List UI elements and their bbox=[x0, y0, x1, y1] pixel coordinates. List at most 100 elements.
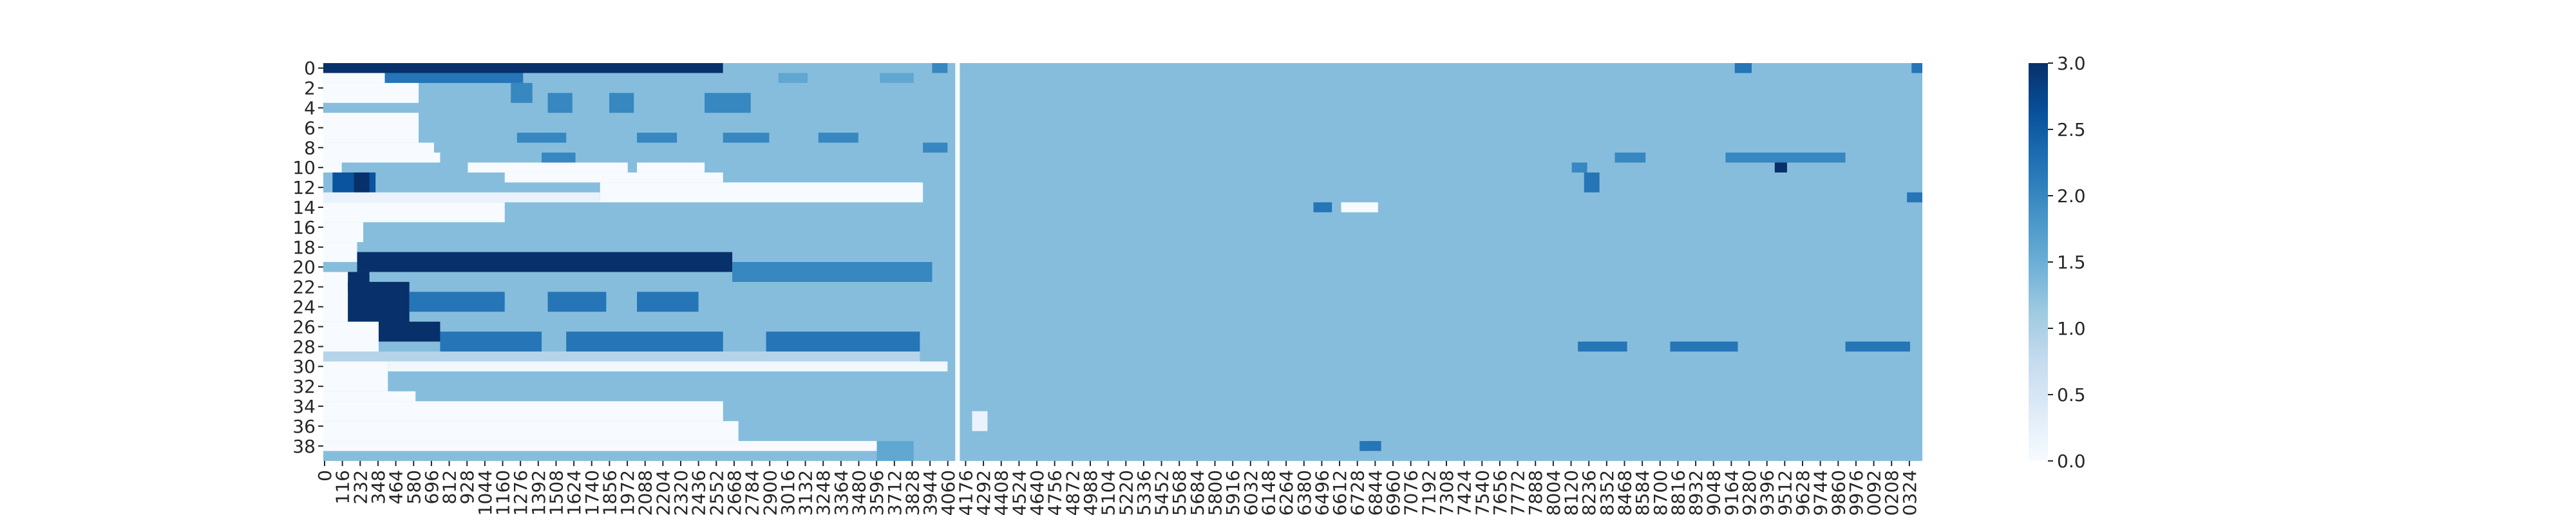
x-tick-label-67: 7772 bbox=[1508, 470, 1529, 515]
heatmap-cell-25 bbox=[1725, 153, 1846, 163]
y-tick-label-8: 8 bbox=[304, 137, 316, 158]
x-tick-label-40: 4640 bbox=[1027, 470, 1048, 515]
heatmap-cell-8 bbox=[778, 73, 808, 83]
heatmap-cell-36 bbox=[323, 192, 600, 203]
x-tick-label-7: 812 bbox=[439, 470, 460, 504]
x-tick-label-21: 2436 bbox=[688, 470, 710, 515]
heatmap-cell-65 bbox=[323, 421, 739, 442]
heatmap-cell-35 bbox=[600, 182, 923, 203]
heatmap-cell-0 bbox=[323, 63, 723, 73]
x-tick-label-27: 3132 bbox=[795, 470, 817, 515]
heatmap-cell-62 bbox=[323, 371, 388, 391]
heatmap-cell-41 bbox=[323, 222, 364, 243]
heatmap-cell-22 bbox=[323, 153, 440, 163]
heatmap-cell-46 bbox=[323, 272, 348, 322]
heatmap-cell-29 bbox=[1571, 162, 1587, 173]
x-tick-label-54: 6264 bbox=[1276, 470, 1297, 515]
x-tick-label-80: 9280 bbox=[1739, 470, 1760, 515]
x-tick-label-18: 2088 bbox=[635, 470, 656, 515]
heatmap-cell-42 bbox=[323, 242, 357, 262]
y-tick-label-14: 14 bbox=[292, 197, 316, 218]
heatmap-cell-24 bbox=[1615, 153, 1646, 163]
x-tick-label-8: 928 bbox=[457, 470, 478, 504]
heatmap-cell-58 bbox=[1845, 341, 1910, 352]
heatmap-cell-20 bbox=[323, 142, 434, 153]
heatmap-cell-51 bbox=[378, 321, 440, 342]
x-tick-label-37: 4292 bbox=[973, 470, 994, 515]
y-tick-label-18: 18 bbox=[292, 237, 316, 258]
x-tick-label-22: 2552 bbox=[706, 470, 727, 515]
colorbar-tick-label-6: 3.0 bbox=[2057, 53, 2086, 74]
x-tick-label-19: 2204 bbox=[652, 470, 674, 515]
x-tick-label-58: 6728 bbox=[1347, 470, 1368, 515]
x-tick-label-12: 1392 bbox=[528, 470, 549, 515]
y-tick-label-22: 22 bbox=[292, 277, 316, 298]
x-tick-label-44: 5104 bbox=[1098, 470, 1119, 515]
heatmap-cell-17 bbox=[637, 133, 677, 143]
heatmap-cell-40 bbox=[1341, 202, 1378, 212]
x-tick-label-39: 4524 bbox=[1009, 470, 1030, 515]
x-tick-label-68: 7888 bbox=[1525, 470, 1546, 515]
x-tick-label-2: 232 bbox=[350, 470, 371, 504]
x-tick-label-26: 3016 bbox=[777, 470, 799, 515]
heatmap-cell-43 bbox=[357, 252, 733, 272]
y-tick-label-4: 4 bbox=[304, 98, 316, 119]
heatmap-cell-69 bbox=[955, 63, 960, 461]
x-tick-label-29: 3364 bbox=[831, 470, 852, 515]
x-tick-label-52: 6032 bbox=[1240, 470, 1262, 515]
heatmap-cell-38 bbox=[323, 202, 505, 223]
y-tick-label-36: 36 bbox=[292, 416, 316, 437]
x-tick-label-59: 6844 bbox=[1365, 470, 1386, 515]
x-tick-label-43: 4988 bbox=[1080, 470, 1101, 515]
heatmap-cell-23 bbox=[542, 153, 576, 163]
x-tick-label-87: 0092 bbox=[1864, 470, 1885, 515]
x-tick-label-84: 9744 bbox=[1810, 470, 1832, 515]
x-tick-label-83: 9628 bbox=[1792, 470, 1814, 515]
x-tick-label-66: 7656 bbox=[1490, 470, 1511, 515]
colorbar-tick-label-3: 1.5 bbox=[2057, 252, 2086, 273]
heatmap-cell-12 bbox=[547, 93, 573, 113]
heatmap-cell-26 bbox=[323, 162, 342, 173]
heatmap-cell-54 bbox=[566, 332, 723, 352]
x-tick-label-42: 4872 bbox=[1062, 470, 1083, 515]
heatmap-cell-48 bbox=[409, 292, 505, 312]
x-tick-label-53: 6148 bbox=[1258, 470, 1279, 515]
x-tick-label-74: 8584 bbox=[1632, 470, 1653, 515]
x-axis: 0116232348464580696812928104411601276139… bbox=[314, 461, 1920, 515]
heatmap-cell-68 bbox=[876, 441, 914, 461]
colorbar-tick-label-0: 0.0 bbox=[2057, 451, 2086, 472]
x-tick-label-25: 2900 bbox=[759, 470, 781, 515]
y-tick-label-6: 6 bbox=[304, 117, 316, 138]
x-tick-label-4: 464 bbox=[386, 470, 407, 504]
y-tick-label-38: 38 bbox=[292, 436, 316, 457]
x-tick-label-23: 2668 bbox=[724, 470, 745, 515]
x-tick-label-89: 0324 bbox=[1899, 470, 1920, 515]
heatmap-cell-57 bbox=[1670, 341, 1738, 352]
colorbar-axis: 0.0 0.5 1.0 1.5 2.0 2.5 3.0 bbox=[2048, 53, 2086, 472]
heatmap-cell-63 bbox=[323, 391, 416, 402]
x-tick-label-24: 2784 bbox=[742, 470, 763, 515]
x-tick-label-15: 1740 bbox=[582, 470, 603, 515]
x-tick-label-6: 696 bbox=[421, 470, 442, 504]
y-tick-label-34: 34 bbox=[292, 396, 316, 417]
x-tick-label-70: 8120 bbox=[1561, 470, 1582, 515]
heatmap-cell-14 bbox=[705, 93, 751, 113]
x-tick-label-73: 8468 bbox=[1614, 470, 1635, 515]
x-tick-label-69: 8004 bbox=[1543, 470, 1564, 515]
heatmap-cell-27 bbox=[468, 162, 628, 173]
x-tick-label-65: 7540 bbox=[1472, 470, 1493, 515]
x-tick-label-88: 0208 bbox=[1881, 470, 1902, 515]
x-tick-label-62: 7192 bbox=[1418, 470, 1439, 515]
heatmap-cells bbox=[323, 63, 1922, 461]
heatmap-cell-3 bbox=[1734, 63, 1752, 73]
heatmap-cell-33 bbox=[504, 172, 723, 183]
y-tick-label-28: 28 bbox=[292, 336, 316, 357]
x-tick-label-14: 1624 bbox=[564, 470, 585, 515]
x-tick-label-77: 8932 bbox=[1685, 470, 1707, 515]
heatmap-cell-4 bbox=[1911, 63, 1922, 73]
x-tick-label-61: 7076 bbox=[1401, 470, 1422, 515]
heatmap-cell-5 bbox=[323, 73, 385, 83]
heatmap-cell-50 bbox=[637, 292, 699, 312]
x-tick-label-38: 4408 bbox=[991, 470, 1012, 515]
